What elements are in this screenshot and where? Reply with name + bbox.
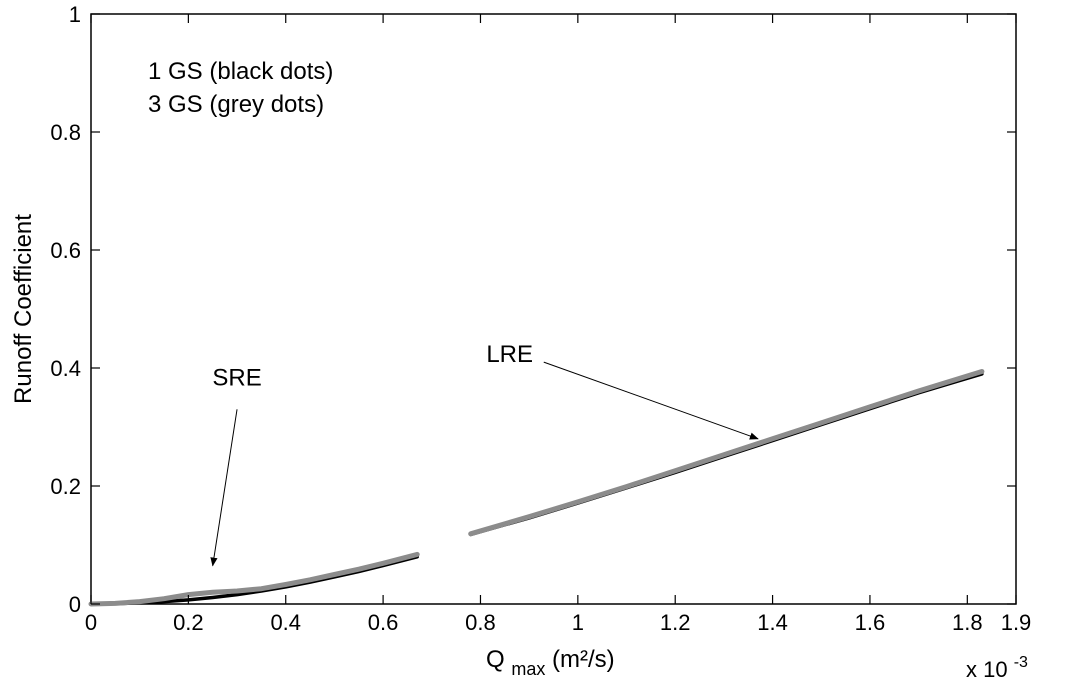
y-tick-label: 0.4 — [50, 356, 81, 381]
x-tick-label: 1 — [572, 610, 584, 635]
x-tick-label: 1.8 — [952, 610, 983, 635]
series-layer — [88, 369, 985, 607]
legend-note-1gs: 1 GS (black dots) — [148, 58, 333, 85]
legend-note-3gs: 3 GS (grey dots) — [148, 91, 324, 118]
x-tick-label: 1.4 — [757, 610, 788, 635]
svg-text:Q max (m²/s): Q max (m²/s) — [486, 646, 615, 681]
y-tick-label: 0.6 — [50, 238, 81, 263]
annotation-arrow-sre — [210, 409, 238, 567]
x-axis-label-unit: (m²/s) — [552, 646, 615, 673]
y-tick-label: 1 — [69, 2, 81, 27]
plot-area — [90, 13, 1017, 605]
x-axis-label: Q max (m²/s) — [486, 646, 615, 681]
series-line-sre-3gs — [88, 551, 420, 607]
x-tick-label: 1.9 — [1001, 610, 1032, 635]
svg-text:x 10 -3: x 10 -3 — [966, 654, 1028, 682]
ticks-layer: 0 0.2 0.4 0.6 0.8 1 1.2 1.4 1.6 1.8 1.9 0 0.2 0.4 0.6 0… — [50, 2, 1031, 635]
annotation-arrow-lre — [543, 361, 759, 440]
x-axis-label-sub: max — [511, 659, 545, 679]
x-tick-label: 0.6 — [368, 610, 399, 635]
x-tick-label: 1.6 — [855, 610, 886, 635]
x-tick-label: 1.2 — [660, 610, 691, 635]
series-line-lre-3gs — [468, 369, 985, 537]
x-axis-multiplier: x 10 -3 — [966, 654, 1028, 682]
annotation-label-sre: SRE — [212, 365, 261, 392]
y-axis-label: Runoff Coefficient — [10, 214, 37, 404]
legend-notes: 1 GS (black dots) 3 GS (grey dots) — [148, 58, 333, 118]
annotation-label-lre: LRE — [486, 341, 533, 368]
x-multiplier-exponent: -3 — [1014, 654, 1028, 671]
x-tick-label: 0 — [85, 610, 97, 635]
x-tick-label: 0.4 — [270, 610, 301, 635]
y-tick-label: 0.2 — [50, 474, 81, 499]
x-tick-label: 0.2 — [173, 610, 204, 635]
x-axis-label-main: Q — [486, 646, 505, 673]
x-tick-label: 0.8 — [465, 610, 496, 635]
x-multiplier-base: x 10 — [966, 657, 1008, 682]
annotations-layer: SRE LRE — [210, 341, 759, 567]
y-tick-label: 0.8 — [50, 120, 81, 145]
y-tick-label: 0 — [69, 592, 81, 617]
